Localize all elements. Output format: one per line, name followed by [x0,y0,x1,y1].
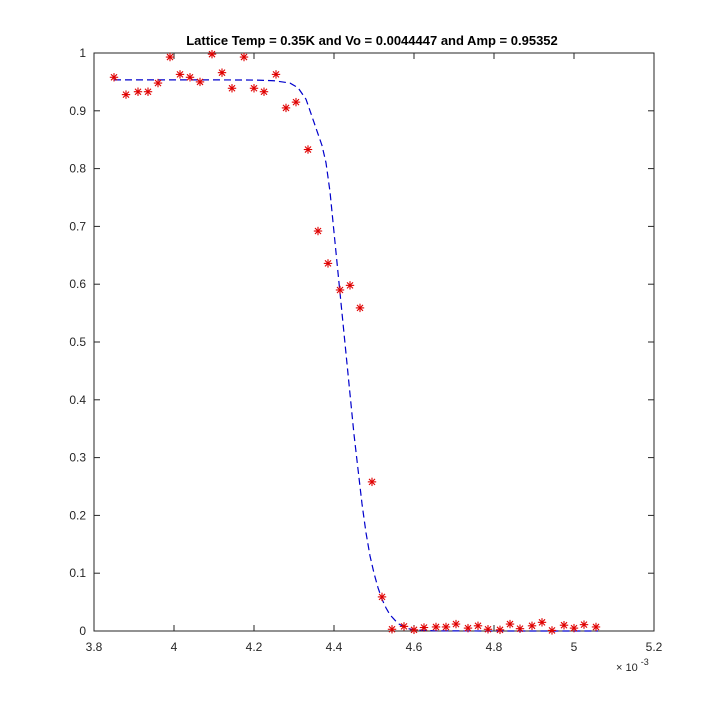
data-point [143,87,153,96]
data-point [419,623,429,632]
y-axis-ticks [94,52,654,632]
y-tick-label: 0.3 [69,451,86,465]
data-point [323,259,333,268]
y-tick-label: 0.4 [69,393,86,407]
data-point [473,621,483,630]
y-tick-label: 1 [79,46,86,60]
data-point [441,622,451,632]
y-tick-label: 0.2 [69,508,86,522]
x-axis-exponent-base: × 10 [616,662,638,674]
data-point [591,622,601,632]
data-point [537,618,547,627]
x-tick-label: 4.4 [326,640,343,654]
data-point [345,281,355,290]
data-point [207,49,217,59]
y-tick-label: 0.7 [69,219,86,233]
y-tick-label: 0 [79,624,86,638]
x-axis-tick-labels: 3.8 4 4.2 4.4 4.6 4.8 5 5.2 [86,640,663,654]
data-point [153,78,163,88]
data-point [355,303,365,313]
data-point [367,477,377,487]
x-tick-label: 5.2 [646,640,663,654]
data-point [527,621,537,630]
data-point [281,103,291,113]
y-tick-label: 0.6 [69,277,86,291]
data-point [239,52,249,62]
data-point [505,619,515,629]
data-markers-series [109,49,601,635]
data-point [495,625,505,635]
fit-curve-line [114,79,598,632]
data-point [291,97,301,107]
data-point [175,70,185,79]
data-point [313,226,323,236]
data-point [399,622,409,631]
data-point [217,68,227,77]
x-tick-label: 5 [571,640,578,654]
data-point [249,84,259,93]
y-tick-label: 0.9 [69,104,86,118]
data-point [185,73,195,82]
data-point [335,285,345,295]
data-point [227,84,237,93]
x-tick-label: 4 [171,640,178,654]
data-point [579,620,589,629]
data-point [303,145,313,154]
data-point [195,77,205,87]
data-point [515,624,525,633]
x-axis-exponent-power: -3 [641,657,649,667]
x-tick-label: 4.8 [486,640,503,654]
y-tick-label: 0.1 [69,566,86,580]
x-tick-label: 4.6 [406,640,423,654]
data-point [377,592,387,602]
data-point [559,621,569,630]
data-point [121,90,131,99]
x-axis-exponent: × 10 -3 [616,657,649,674]
y-tick-label: 0.5 [69,335,86,349]
x-tick-label: 4.2 [246,640,263,654]
data-point [259,87,269,96]
data-point [431,622,441,632]
data-point [569,623,579,633]
data-point [451,619,461,629]
y-tick-label: 0.8 [69,162,86,176]
data-point [271,70,281,79]
chart-title: Lattice Temp = 0.35K and Vo = 0.0044447 … [186,33,558,48]
y-axis-tick-labels: 0 0.1 0.2 0.3 0.4 0.5 0.6 0.7 0.8 0.9 1 [69,46,86,638]
data-point [133,87,143,96]
data-point [165,52,175,62]
plot-area [93,52,655,632]
data-point [483,625,493,634]
data-point [463,623,473,633]
data-point [109,73,119,82]
data-point [387,625,397,634]
data-point [547,626,557,635]
data-point [409,625,419,635]
x-tick-label: 3.8 [86,640,103,654]
fit-curve-series [114,79,598,632]
